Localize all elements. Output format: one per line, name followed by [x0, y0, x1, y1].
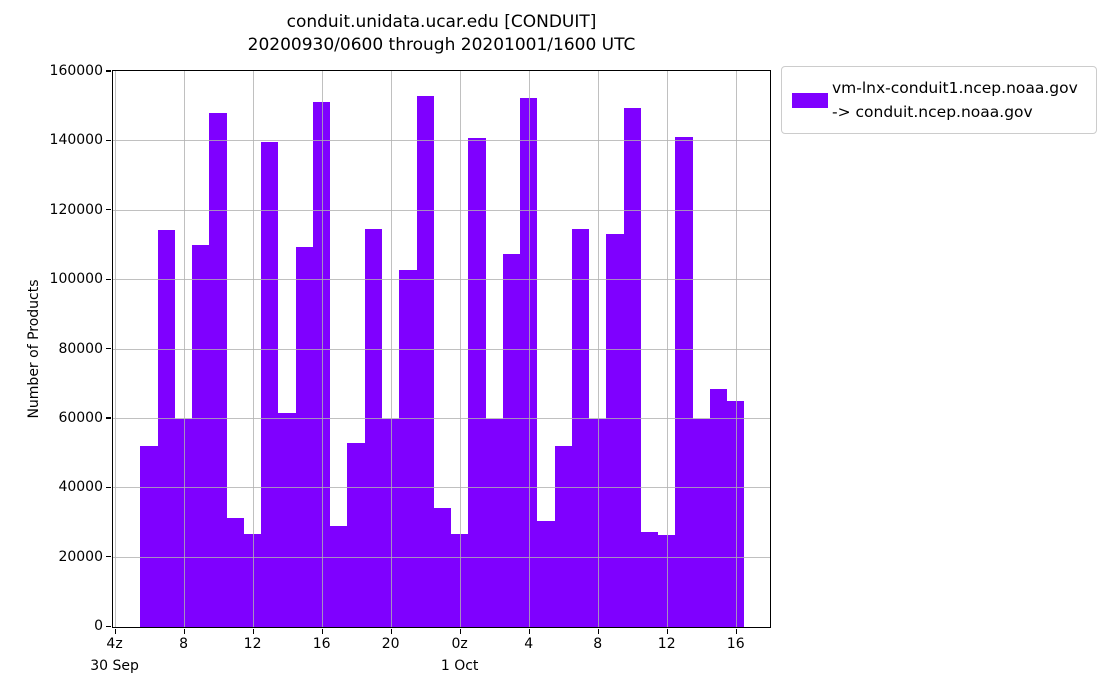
y-tick-mark — [106, 417, 111, 419]
y-tick-mark — [106, 209, 111, 211]
x-tick-label: 0z — [451, 636, 468, 652]
y-tick-label: 60000 — [58, 410, 103, 426]
bar — [571, 229, 590, 627]
bar — [278, 412, 296, 627]
chart-title: conduit.unidata.ucar.edu [CONDUIT] 20200… — [112, 11, 771, 57]
y-tick-mark — [106, 278, 111, 280]
bar — [709, 389, 728, 627]
bar — [675, 137, 693, 627]
bar — [640, 531, 659, 627]
y-tick-mark — [106, 556, 111, 558]
x-tick-label: 20 — [381, 636, 400, 652]
legend-label-line1: vm-lnx-conduit1.ncep.noaa.gov — [832, 79, 1078, 97]
x-tick-mark — [321, 629, 323, 634]
bar — [502, 253, 521, 627]
y-gridline — [113, 418, 770, 419]
x-tick-mark — [390, 629, 393, 634]
x-tick-mark — [459, 629, 462, 634]
x-tick-mark — [252, 629, 254, 634]
bar — [347, 443, 365, 627]
bar — [312, 102, 331, 627]
bar — [261, 141, 279, 627]
bar — [468, 137, 486, 627]
y-tick-mark — [106, 347, 111, 350]
y-tick-label: 40000 — [58, 479, 103, 496]
legend-swatch — [792, 93, 828, 108]
chart-title-line1: conduit.unidata.ucar.edu [CONDUIT] — [286, 12, 597, 32]
bar — [295, 246, 313, 627]
bar — [692, 418, 710, 627]
y-tick-mark — [106, 486, 111, 489]
y-gridline — [113, 279, 770, 281]
x-tick-label: 12 — [243, 636, 262, 652]
bar — [157, 229, 175, 627]
y-tick-mark — [106, 70, 111, 72]
bar — [485, 418, 503, 627]
y-gridline — [113, 209, 770, 211]
y-axis-label: Number of Products — [26, 279, 42, 419]
x-tick-label: 16 — [312, 636, 331, 652]
bar — [433, 507, 452, 627]
plot-area: 4z 8 12 16 20 0z 4 8 12 16 0 20000 40000 60000 80000 10… — [50, 63, 771, 674]
x-tick-mark — [735, 629, 738, 634]
bar — [330, 526, 348, 627]
x-tick-mark — [666, 629, 669, 634]
x-date-label: 30 Sep — [90, 658, 139, 674]
y-tick-label: 20000 — [58, 548, 103, 565]
y-gridline — [113, 348, 770, 350]
x-tick-label: 4 — [524, 636, 534, 652]
bar — [554, 445, 572, 627]
bar — [623, 107, 641, 627]
y-gridline — [113, 140, 770, 142]
y-gridline — [113, 556, 770, 558]
x-tick-label: 16 — [726, 636, 745, 652]
x-tick-mark — [114, 629, 116, 634]
y-tick-label: 80000 — [58, 340, 103, 357]
bar — [399, 269, 417, 627]
bar — [606, 234, 624, 627]
x-tick-mark — [183, 629, 185, 634]
bar — [537, 521, 555, 627]
legend-label: vm-lnx-conduit1.ncep.noaa.gov -> conduit… — [832, 76, 1078, 124]
y-tick-label: 120000 — [49, 201, 103, 218]
y-tick-label: 100000 — [49, 271, 103, 288]
x-tick-label: 4z — [106, 636, 123, 652]
y-tick-label: 140000 — [49, 132, 103, 149]
x-tick-label: 8 — [593, 636, 603, 652]
y-tick-label: 0 — [94, 618, 103, 635]
x-tick-label: 12 — [657, 636, 676, 652]
bar — [416, 96, 434, 627]
x-tick-mark — [597, 629, 600, 634]
bar — [192, 245, 210, 627]
y-tick-mark — [106, 139, 111, 142]
x-tick-mark — [528, 629, 531, 634]
bar — [140, 445, 158, 627]
x-date-label: 1 Oct — [440, 658, 479, 674]
y-gridline — [113, 487, 770, 489]
x-tick-label: 8 — [179, 636, 189, 652]
bar — [226, 517, 244, 627]
chart-title-line2: 20200930/0600 through 20201001/1600 UTC — [247, 35, 636, 55]
legend-label-line2: -> conduit.ncep.noaa.gov — [832, 103, 1033, 121]
bar — [364, 228, 382, 627]
bar — [209, 112, 227, 627]
y-tick-label: 160000 — [49, 63, 103, 79]
y-tick-mark — [106, 625, 111, 627]
legend: vm-lnx-conduit1.ncep.noaa.gov -> conduit… — [781, 66, 1097, 134]
